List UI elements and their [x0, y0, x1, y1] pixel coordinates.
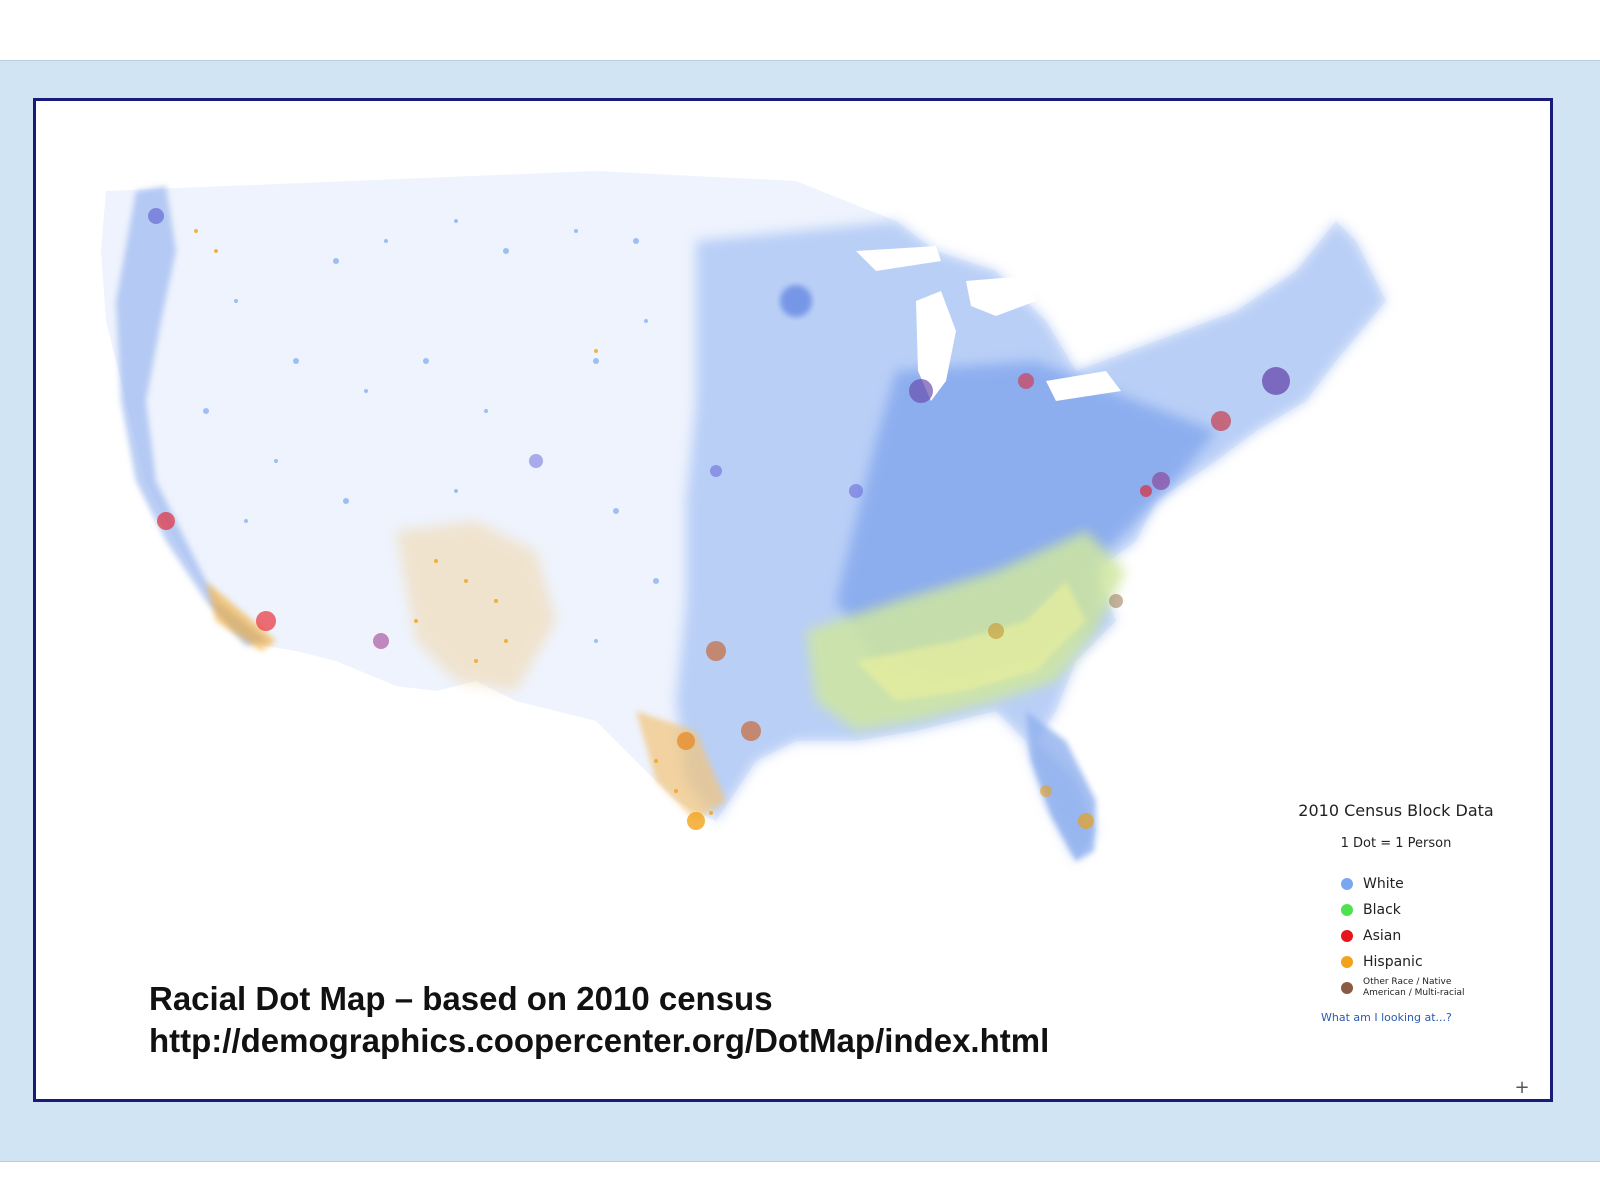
- hispanic-dot-icon: [1341, 956, 1353, 968]
- caption-url: http://demographics.coopercenter.org/Dot…: [149, 1022, 1050, 1059]
- black-dot-icon: [1341, 904, 1353, 916]
- legend-label: Hispanic: [1363, 954, 1423, 970]
- legend-subtitle: 1 Dot = 1 Person: [1340, 836, 1452, 851]
- legend-label: Black: [1363, 902, 1401, 918]
- white-dot-icon: [1341, 878, 1353, 890]
- map-frame: Racial Dot Map – based on 2010 census ht…: [33, 98, 1553, 1102]
- legend-label: White: [1363, 876, 1404, 892]
- other-dot-icon: [1341, 982, 1353, 994]
- legend-item-other: Other Race / Native American / Multi-rac…: [1291, 975, 1501, 1001]
- legend-item-asian: Asian: [1291, 923, 1501, 949]
- us-landmass: [101, 171, 1386, 861]
- legend-label: Asian: [1363, 928, 1402, 944]
- zoom-in-button[interactable]: +: [1514, 1077, 1530, 1098]
- legend-item-black: Black: [1291, 897, 1501, 923]
- caption: Racial Dot Map – based on 2010 census ht…: [149, 978, 1049, 1062]
- dots-hispanic: [194, 229, 713, 815]
- caption-title: Racial Dot Map – based on 2010 census: [149, 980, 773, 1017]
- legend-title: 2010 Census Block Data: [1298, 801, 1494, 820]
- dot-map[interactable]: [36, 101, 1550, 1099]
- legend-label: Other Race / Native American / Multi-rac…: [1363, 977, 1465, 998]
- dots-west: [203, 219, 659, 643]
- map-legend: 2010 Census Block Data 1 Dot = 1 Person …: [1291, 801, 1501, 1024]
- asian-dot-icon: [1341, 930, 1353, 942]
- legend-item-hispanic: Hispanic: [1291, 949, 1501, 975]
- metro-clusters: [148, 208, 1290, 830]
- legend-item-white: White: [1291, 871, 1501, 897]
- what-am-i-looking-at-link[interactable]: What am I looking at...?: [1321, 1011, 1452, 1024]
